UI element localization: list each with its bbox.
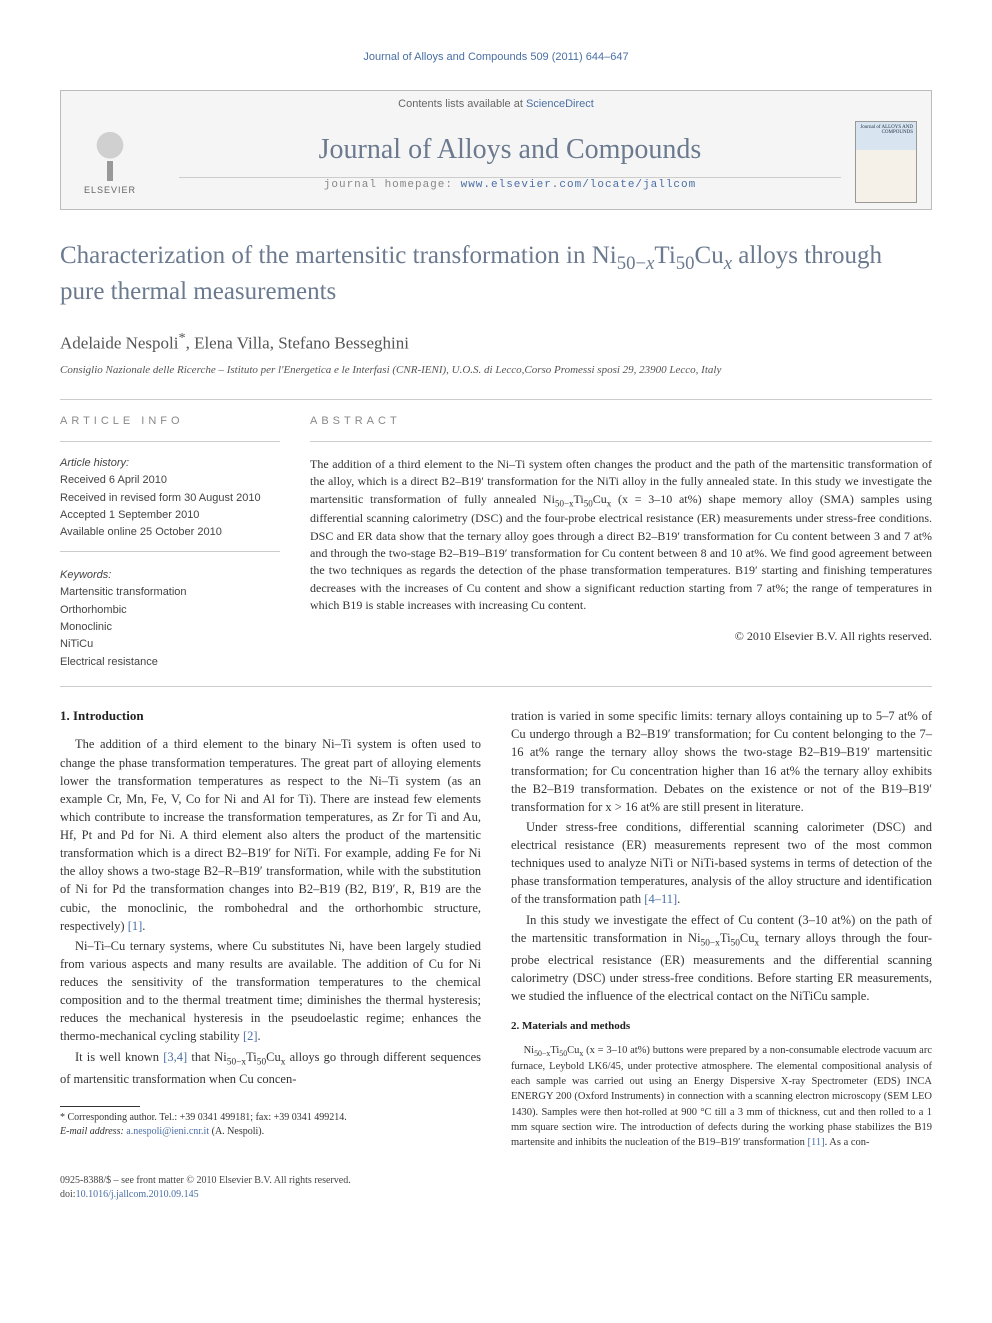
body-paragraph: tration is varied in some specific limit… <box>511 707 932 816</box>
body-paragraph: Under stress-free conditions, differenti… <box>511 818 932 909</box>
abstract-copyright: © 2010 Elsevier B.V. All rights reserved… <box>310 628 932 645</box>
abstract-block: abstract The addition of a third element… <box>310 414 932 673</box>
body-paragraph: Ni–Ti–Cu ternary systems, where Cu subst… <box>60 937 481 1046</box>
abstract-label: abstract <box>310 414 932 429</box>
issn-line: 0925-8388/$ – see front matter © 2010 El… <box>60 1174 932 1188</box>
body-paragraph: It is well known [3,4] that Ni50−xTi50Cu… <box>60 1048 481 1088</box>
footnote-block: * Corresponding author. Tel.: +39 0341 4… <box>60 1106 481 1139</box>
abstract-text: The addition of a third element to the N… <box>310 456 932 615</box>
accepted-date: Accepted 1 September 2010 <box>60 508 280 523</box>
author-email-link[interactable]: a.nespoli@ieni.cnr.it <box>126 1126 209 1137</box>
divider <box>60 686 932 687</box>
homepage-line: journal homepage: www.elsevier.com/locat… <box>165 178 855 193</box>
info-label: article info <box>60 414 280 429</box>
email-suffix: (A. Nespoli). <box>209 1126 264 1137</box>
keyword: Orthorhombic <box>60 603 280 618</box>
elsevier-logo: ELSEVIER <box>75 122 145 202</box>
page-footer: 0925-8388/$ – see front matter © 2010 El… <box>60 1174 932 1202</box>
article-title: Characterization of the martensitic tran… <box>60 240 932 309</box>
received-date: Received 6 April 2010 <box>60 473 280 488</box>
journal-masthead: Contents lists available at ScienceDirec… <box>60 90 932 209</box>
section-heading-intro: 1. Introduction <box>60 707 481 725</box>
divider <box>60 399 932 400</box>
keyword: Electrical resistance <box>60 655 280 670</box>
article-info-block: article info Article history: Received 6… <box>60 414 280 673</box>
affiliation: Consiglio Nazionale delle Ricerche – Ist… <box>60 363 932 378</box>
contents-prefix: Contents lists available at <box>398 98 526 110</box>
online-date: Available online 25 October 2010 <box>60 525 280 540</box>
keyword: Martensitic transformation <box>60 585 280 600</box>
journal-title: Journal of Alloys and Compounds <box>165 130 855 169</box>
homepage-prefix: journal homepage: <box>324 179 461 191</box>
publisher-name: ELSEVIER <box>84 184 136 197</box>
homepage-link[interactable]: www.elsevier.com/locate/jallcom <box>461 179 697 191</box>
body-paragraph: Ni50−xTi50Cux (x = 3–10 at%) buttons wer… <box>511 1043 932 1151</box>
section-heading-methods: 2. Materials and methods <box>511 1019 932 1034</box>
keywords-head: Keywords: <box>60 568 280 583</box>
journal-cover-thumbnail: Journal of ALLOYS AND COMPOUNDS <box>855 121 917 203</box>
author-list: Adelaide Nespoli*, Elena Villa, Stefano … <box>60 329 932 355</box>
contents-line: Contents lists available at ScienceDirec… <box>398 97 594 112</box>
revised-date: Received in revised form 30 August 2010 <box>60 491 280 506</box>
article-body: 1. Introduction The addition of a third … <box>60 707 932 1150</box>
cover-label: Journal of ALLOYS AND COMPOUNDS <box>856 125 913 136</box>
email-label: E-mail address: <box>60 1126 126 1137</box>
corresponding-author-note: * Corresponding author. Tel.: +39 0341 4… <box>60 1111 481 1125</box>
sciencedirect-link[interactable]: ScienceDirect <box>526 98 594 110</box>
body-paragraph: In this study we investigate the effect … <box>511 911 932 1006</box>
running-header: Journal of Alloys and Compounds 509 (201… <box>60 50 932 65</box>
doi-link[interactable]: 10.1016/j.jallcom.2010.09.145 <box>76 1189 199 1200</box>
keyword: NiTiCu <box>60 637 280 652</box>
keyword: Monoclinic <box>60 620 280 635</box>
body-paragraph: The addition of a third element to the b… <box>60 735 481 934</box>
doi-prefix: doi: <box>60 1189 76 1200</box>
history-head: Article history: <box>60 456 280 471</box>
